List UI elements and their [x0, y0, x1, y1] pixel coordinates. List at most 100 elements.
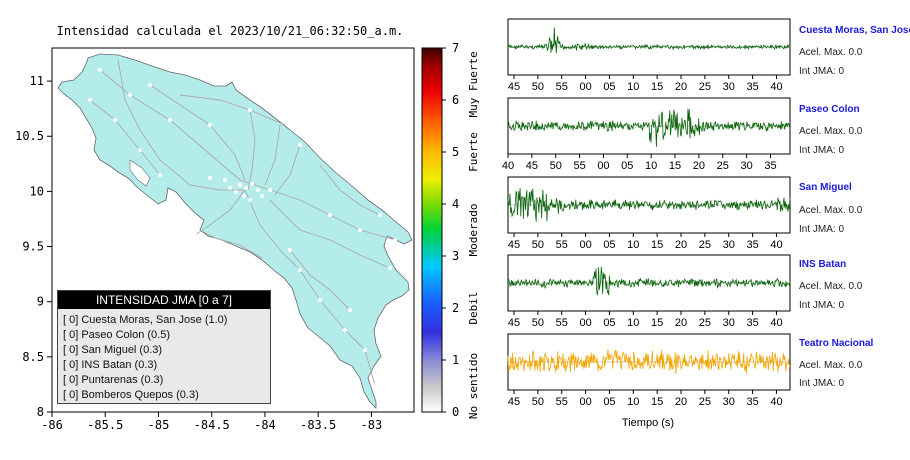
colorbar-category-label: Muy Fuerte: [467, 51, 480, 117]
map-title: Intensidad calculada el 2023/10/21_06:32…: [57, 24, 404, 38]
waveform-trace-panel: 40 45 50 55 00 05 10 15 20 25 30 35: [502, 97, 791, 172]
waveform-tick-label: 55: [556, 396, 568, 408]
waveform-trace-panel: 45 50 55 00 05 10 15 20 25 30 35 40: [507, 254, 791, 329]
legend-item: [ 0] Cuesta Moras, San Jose (1.0): [63, 314, 228, 326]
waveform-tick-label: 35: [746, 239, 758, 251]
waveform-tick-label: 45: [526, 160, 538, 172]
waveform-tick-label: 00: [579, 81, 591, 93]
waveform-tick-label: 50: [532, 81, 544, 93]
waveform-tick-label: 45: [508, 396, 520, 408]
waveform-tick-label: 40: [770, 81, 782, 93]
waveform-tick-label: 20: [693, 160, 705, 172]
waveform-tick-label: 55: [573, 160, 585, 172]
station-jma: Int JMA: 0: [799, 145, 845, 156]
colorbar-ticks: 0 1 2 3 4 5 6 7: [442, 41, 459, 419]
legend-item: [ 0] INS Batan (0.3): [63, 359, 158, 371]
station-jma: Int JMA: 0: [799, 224, 845, 235]
legend-title: INTENSIDAD JMA [0 a 7]: [58, 291, 270, 309]
map-x-tick-label: -83: [361, 418, 383, 432]
waveform-tick-label: 50: [550, 160, 562, 172]
waveform-tick-label: 45: [508, 81, 520, 93]
waveform-tick-label: 25: [699, 239, 711, 251]
colorbar-gradient: [421, 47, 443, 413]
waveform-trace: [507, 266, 791, 296]
waveform-tick-label: 00: [597, 160, 609, 172]
station-acel: Acel. Max. 0.0: [799, 281, 863, 292]
station-name: Cuesta Moras, San Jose: [799, 25, 910, 36]
waveform-trace: [507, 349, 791, 374]
colorbar-category-label: Moderado: [467, 204, 480, 257]
waveform-trace: [507, 188, 791, 222]
waveform-tick-label: 40: [770, 239, 782, 251]
waveform-tick-label: 30: [723, 81, 735, 93]
station-acel: Acel. Max. 0.0: [799, 126, 863, 137]
waveform-tick-label: 05: [603, 239, 615, 251]
waveform-tick-label: 20: [675, 239, 687, 251]
intensity-colorbar: 0 1 2 3 4 5 6 7 No sentido Debil Moderado Fuerte Mu…: [421, 41, 480, 419]
waveform-tick-label: 55: [556, 239, 568, 251]
costa-rica-landmass: [57, 53, 413, 409]
waveform-tick-label: 25: [699, 81, 711, 93]
waveform-tick-label: 10: [627, 239, 639, 251]
waveform-tick-label: 30: [723, 396, 735, 408]
waveform-tick-label: 45: [508, 317, 520, 329]
waveform-tick-label: 05: [603, 396, 615, 408]
waveform-trace-panel: 45 50 55 00 05 10 15 20 25 30 35 40: [507, 333, 791, 408]
station-acel: Acel. Max. 0.0: [799, 360, 863, 371]
map-y-tick-label: 10.5: [15, 129, 44, 143]
waveform-tick-label: 25: [717, 160, 729, 172]
waveform-tick-label: 40: [770, 396, 782, 408]
legend-item: [ 0] Paseo Colon (0.5): [63, 329, 171, 341]
waveform-tick-label: 10: [627, 317, 639, 329]
legend-item: [ 0] Puntarenas (0.3): [63, 374, 164, 386]
waveform-tick-label: 25: [699, 396, 711, 408]
colorbar-tick-label: 5: [452, 145, 459, 159]
waveform-tick-label: 20: [675, 81, 687, 93]
colorbar-tick-label: 4: [452, 197, 459, 211]
map-y-tick-label: 8: [37, 405, 44, 419]
waveform-tick-label: 30: [723, 317, 735, 329]
map-x-axis: -86 -85.5 -85 -84.5 -84 -83.5 -83: [41, 412, 382, 432]
station-jma: Int JMA: 0: [799, 300, 845, 311]
station-name: Paseo Colon: [799, 104, 860, 115]
station-name: INS Batan: [799, 259, 847, 270]
waveform-tick-label: 55: [556, 81, 568, 93]
colorbar-category-label: Fuerte: [467, 132, 480, 172]
waveform-tick-label: 15: [651, 81, 663, 93]
waveform-trace-panel: 45 50 55 00 05 10 15 20 25 30 35 40: [507, 176, 791, 251]
waveform-tick-label: 10: [627, 396, 639, 408]
station-acel: Acel. Max. 0.0: [799, 205, 863, 216]
station-acel: Acel. Max. 0.0: [799, 47, 863, 58]
waveform-tick-label: 00: [579, 396, 591, 408]
waveform-tick-label: 50: [532, 317, 544, 329]
waveform-tick-label: 15: [651, 396, 663, 408]
colorbar-tick-label: 1: [452, 353, 459, 367]
legend-item: [ 0] Bomberos Quepos (0.3): [63, 389, 199, 401]
waveform-tick-label: 00: [579, 239, 591, 251]
waveform-tick-label: 10: [627, 81, 639, 93]
map-x-tick-label: -84: [254, 418, 276, 432]
map-y-tick-label: 8.5: [22, 350, 44, 364]
waveform-tick-label: 20: [675, 396, 687, 408]
waveform-tick-label: 35: [764, 160, 776, 172]
waveform-tick-label: 10: [645, 160, 657, 172]
map-x-tick-label: -84.5: [194, 418, 230, 432]
waveform-tick-label: 30: [723, 239, 735, 251]
waveform-tick-label: 05: [621, 160, 633, 172]
waveform-tick-label: 50: [532, 239, 544, 251]
map-x-tick-label: -85: [148, 418, 170, 432]
waveform-tick-label: 05: [603, 317, 615, 329]
waveform-trace-panel: 45 50 55 00 05 10 15 20 25 30 35 40: [507, 18, 791, 93]
waveform-tick-label: 50: [532, 396, 544, 408]
colorbar-tick-label: 2: [452, 301, 459, 315]
waveform-panel: Tiempo (s) 45 50 55 00 05 10 15 20 25 30 35 40 40 45 5…: [502, 18, 791, 429]
colorbar-category-label: No sentido: [467, 353, 480, 419]
waveform-trace: [507, 108, 791, 147]
waveform-tick-label: 35: [746, 81, 758, 93]
waveform-trace: [507, 27, 791, 54]
colorbar-labels: No sentido Debil Moderado Fuerte Muy Fuerte: [467, 51, 480, 419]
waveform-xlabel: Tiempo (s): [622, 417, 674, 429]
waveform-tick-label: 40: [502, 160, 514, 172]
colorbar-tick-label: 7: [452, 41, 459, 55]
map-y-tick-label: 9.5: [22, 240, 44, 254]
